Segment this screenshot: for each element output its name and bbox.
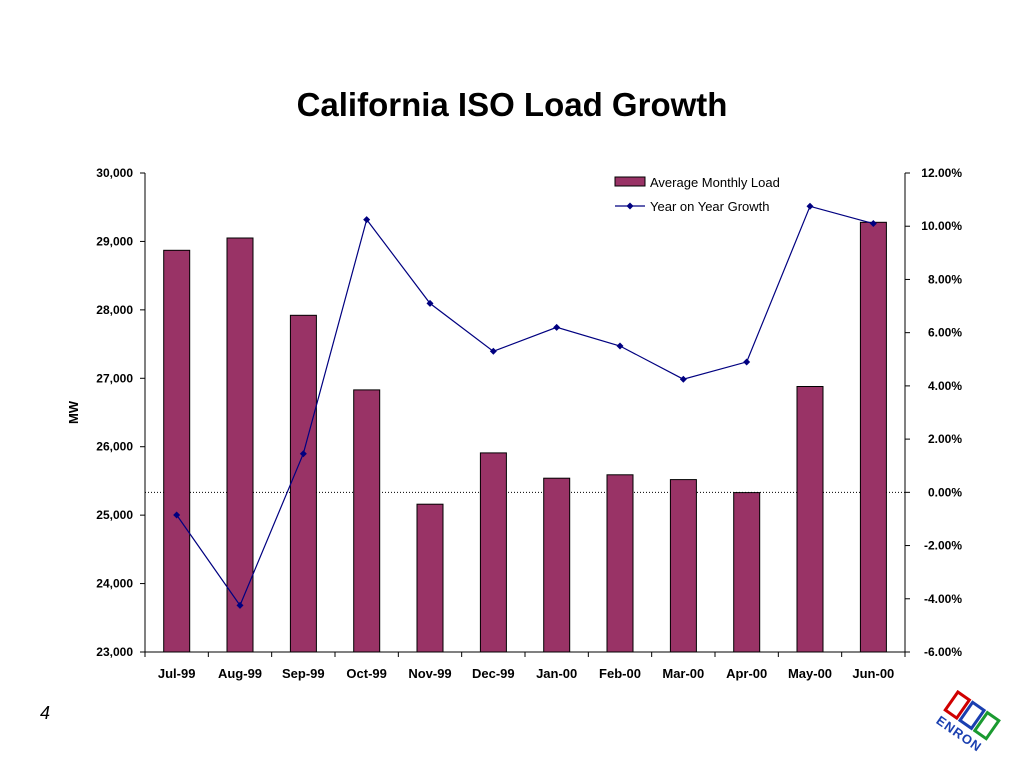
axes-layer — [140, 172, 910, 657]
growth-point-jun-00 — [869, 220, 877, 228]
x-tick-label: Jan-00 — [536, 666, 577, 681]
bar-dec-99 — [479, 452, 507, 653]
bar-jul-99 — [163, 249, 191, 653]
right-tick-label: 12.00% — [921, 166, 962, 180]
x-tick-label: Aug-99 — [218, 666, 262, 681]
x-tick-label: Nov-99 — [408, 666, 451, 681]
page-number: 4 — [40, 703, 51, 723]
right-tick-label: 10.00% — [921, 219, 962, 233]
x-tick-label: Jul-99 — [158, 666, 196, 681]
left-tick-label: 23,000 — [96, 645, 133, 659]
growth-point-jan-00 — [553, 323, 561, 331]
growth-point-aug-99 — [236, 601, 244, 609]
bars-layer — [163, 221, 887, 653]
growth-point-sep-99 — [299, 450, 307, 458]
left-tick-label: 28,000 — [96, 303, 133, 317]
legend-swatch-load — [614, 176, 646, 187]
right-tick-label: -2.00% — [924, 539, 962, 553]
right-tick-label: -6.00% — [924, 645, 962, 659]
bar-sep-99 — [289, 314, 317, 653]
growth-point-nov-99 — [426, 299, 434, 307]
legend-label-growth: Year on Year Growth — [650, 199, 770, 214]
right-tick-label: 0.00% — [928, 485, 962, 499]
right-tick-label: 4.00% — [928, 379, 962, 393]
legend: Average Monthly Load Year on Year Growth — [614, 175, 780, 214]
x-tick-label: Feb-00 — [599, 666, 641, 681]
x-tick-label: Apr-00 — [726, 666, 767, 681]
growth-line — [176, 205, 874, 607]
growth-point-jul-99 — [173, 511, 181, 519]
y-axis-title: MW — [66, 400, 81, 424]
x-tick-label: Sep-99 — [282, 666, 325, 681]
enron-logo: ENRON — [934, 690, 1001, 755]
bar-jun-00 — [859, 221, 887, 653]
x-tick-label: Mar-00 — [662, 666, 704, 681]
x-tick-label: Oct-99 — [346, 666, 386, 681]
legend-label-load: Average Monthly Load — [650, 175, 780, 190]
left-tick-label: 29,000 — [96, 234, 133, 248]
legend-marker-growth — [626, 202, 634, 210]
growth-point-oct-99 — [363, 216, 371, 224]
x-tick-label: Dec-99 — [472, 666, 515, 681]
growth-point-dec-99 — [489, 347, 497, 355]
growth-line-layer — [173, 202, 877, 609]
left-tick-label: 27,000 — [96, 371, 133, 385]
bar-jan-00 — [543, 477, 571, 653]
growth-point-may-00 — [806, 202, 814, 210]
bar-feb-00 — [606, 474, 634, 653]
bar-mar-00 — [669, 479, 697, 653]
x-tick-label: May-00 — [788, 666, 832, 681]
bar-apr-00 — [733, 492, 761, 653]
growth-point-feb-00 — [616, 342, 624, 350]
bar-may-00 — [796, 386, 824, 653]
left-tick-label: 24,000 — [96, 577, 133, 591]
left-tick-label: 30,000 — [96, 166, 133, 180]
left-tick-label: 26,000 — [96, 440, 133, 454]
right-tick-label: 8.00% — [928, 272, 962, 286]
right-tick-label: -4.00% — [924, 592, 962, 606]
right-tick-label: 6.00% — [928, 326, 962, 340]
labels-layer: 23,000 24,000 25,000 26,000 27,000 28,000 29,0… — [66, 166, 962, 681]
bar-oct-99 — [353, 389, 381, 653]
slide-title: California ISO Load Growth — [296, 86, 728, 123]
growth-point-mar-00 — [679, 375, 687, 383]
right-tick-label: 2.00% — [928, 432, 962, 446]
left-tick-label: 25,000 — [96, 508, 133, 522]
bar-aug-99 — [226, 237, 254, 653]
bar-nov-99 — [416, 503, 444, 653]
growth-point-apr-00 — [743, 358, 751, 366]
x-tick-label: Jun-00 — [852, 666, 894, 681]
